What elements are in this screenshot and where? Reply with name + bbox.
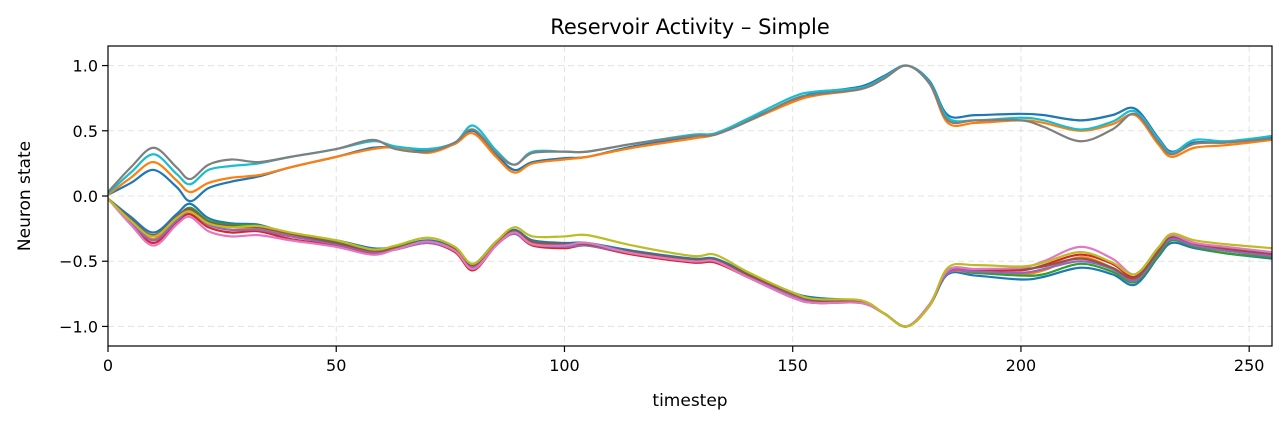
series-line-11 bbox=[108, 197, 1272, 328]
series-line-8 bbox=[108, 197, 1272, 328]
series-line-5 bbox=[108, 197, 1272, 328]
series-lines bbox=[108, 64, 1272, 328]
y-tick-label: −1.0 bbox=[59, 317, 98, 336]
x-axis-label: timestep bbox=[652, 391, 727, 411]
x-tick-label: 250 bbox=[1234, 356, 1265, 375]
x-tick-label: 0 bbox=[103, 356, 113, 375]
y-axis: −1.0 −0.5 0.0 0.5 1.0 bbox=[59, 57, 108, 336]
chart-title: Reservoir Activity – Simple bbox=[550, 15, 830, 39]
y-tick-label: 0.0 bbox=[73, 187, 98, 206]
series-line-1 bbox=[108, 64, 1272, 203]
y-axis-label: Neuron state bbox=[15, 141, 35, 251]
x-tick-label: 100 bbox=[549, 356, 580, 375]
y-tick-label: 0.5 bbox=[73, 122, 98, 141]
y-tick-label: 1.0 bbox=[73, 57, 98, 76]
series-line-10 bbox=[108, 197, 1272, 328]
series-line-4 bbox=[108, 64, 1272, 194]
x-tick-label: 150 bbox=[777, 356, 808, 375]
series-line-2 bbox=[108, 64, 1272, 196]
y-tick-label: −0.5 bbox=[59, 252, 98, 271]
x-tick-label: 200 bbox=[1006, 356, 1037, 375]
x-tick-label: 50 bbox=[326, 356, 346, 375]
series-line-12 bbox=[108, 197, 1272, 328]
grid-lines bbox=[107, 46, 1272, 346]
x-axis: 0 50 100 150 200 250 bbox=[103, 346, 1265, 375]
